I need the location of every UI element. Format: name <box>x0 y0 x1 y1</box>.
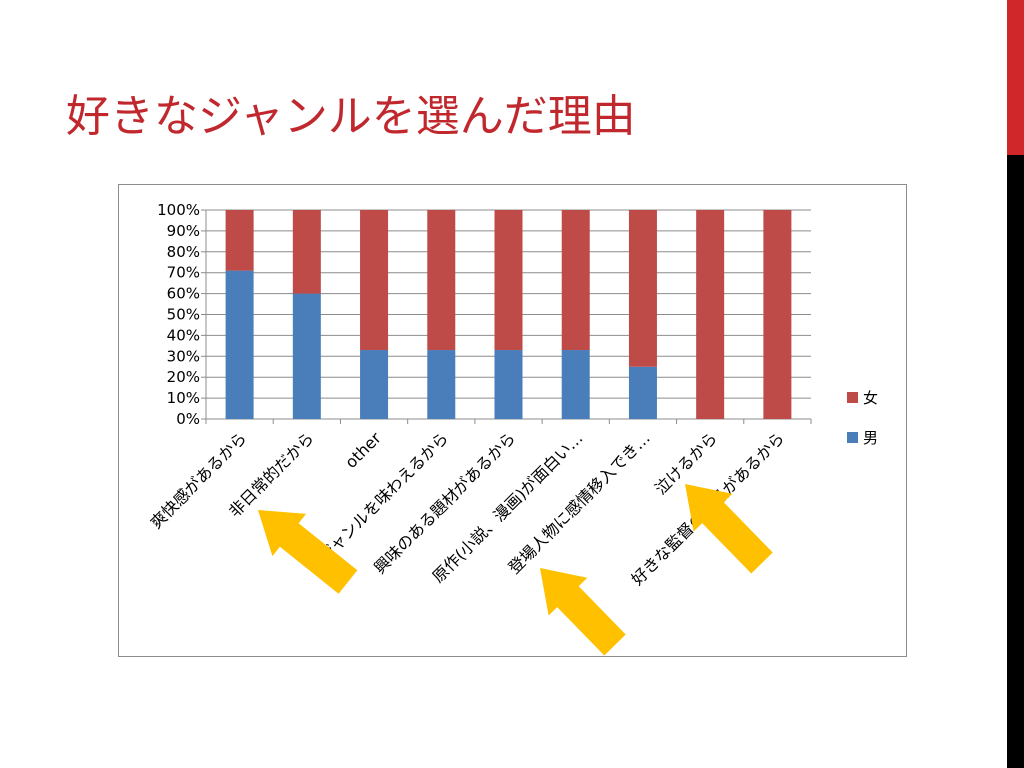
bar-segment <box>763 210 792 419</box>
bar-segment <box>225 210 254 271</box>
y-tick-label: 20% <box>167 368 200 386</box>
stacked-bar-chart: 0%10%20%30%40%50%60%70%80%90%100%爽快感があるか… <box>146 201 878 589</box>
legend-label: 男 <box>863 429 878 447</box>
bar-segment <box>427 210 456 351</box>
sidebar-accent-red <box>1007 0 1024 155</box>
bar-segment <box>427 350 456 419</box>
y-tick-label: 0% <box>176 410 200 428</box>
bar-segment <box>360 350 389 419</box>
bar-segment <box>628 366 657 419</box>
y-tick-label: 80% <box>167 243 200 261</box>
y-tick-label: 30% <box>167 347 200 365</box>
bar-segment <box>494 350 523 419</box>
chart-frame: 0% 10% 20% 30% 40% 50% 60% 70% 80% 90% 100% 爽快感があるか… <box>118 184 907 657</box>
legend-label: 女 <box>863 389 878 407</box>
bar-segment <box>360 210 389 351</box>
bar-segment <box>225 270 254 419</box>
x-category-label: 泣けるから <box>651 428 721 498</box>
y-tick-label: 90% <box>167 222 200 240</box>
legend-swatch <box>847 392 858 403</box>
bar-segment <box>628 210 657 367</box>
bar-segment <box>561 350 590 419</box>
x-category-label: ジャンルを味わえるから <box>315 428 452 565</box>
bar-segment <box>292 210 321 294</box>
legend-swatch <box>847 432 858 443</box>
y-tick-label: 50% <box>167 306 200 324</box>
bar-segment <box>494 210 523 351</box>
x-category-label: 興味のある題材があるから <box>370 428 519 577</box>
bar-segment <box>561 210 590 351</box>
y-tick-label: 100% <box>157 201 200 219</box>
y-tick-label: 10% <box>167 389 200 407</box>
x-category-label: 登場人物に感情移入でき… <box>505 428 654 577</box>
bar-segment <box>292 293 321 419</box>
y-tick-label: 70% <box>167 264 200 282</box>
slide-title: 好きなジャンルを選んだ理由 <box>66 91 636 142</box>
sidebar-accent-black <box>1007 155 1024 768</box>
x-category-label: other <box>341 428 385 472</box>
bar-segment <box>696 210 725 419</box>
y-tick-label: 40% <box>167 326 200 344</box>
y-tick-label: 60% <box>167 285 200 303</box>
